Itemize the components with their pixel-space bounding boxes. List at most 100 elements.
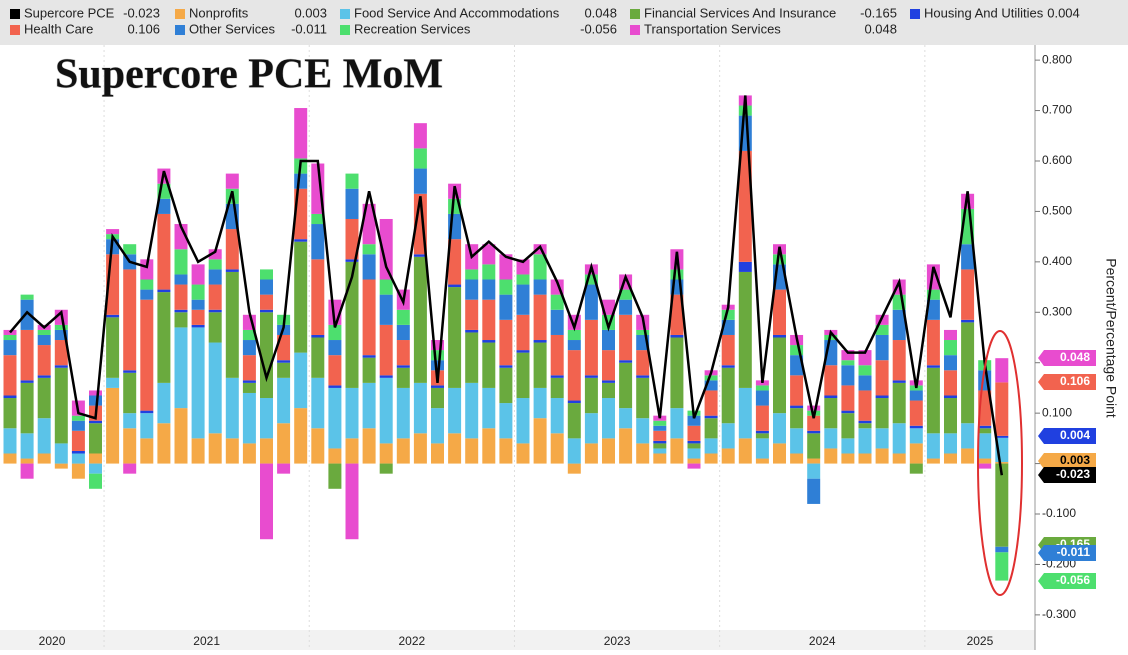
value-tag <box>1038 350 1096 366</box>
bar-segment <box>345 438 359 464</box>
bar-segment <box>995 435 1009 438</box>
bar-segment <box>584 274 598 285</box>
y-tick-label: 0.600 <box>1042 153 1072 167</box>
bar-segment <box>379 463 393 474</box>
bar-segment <box>413 123 427 149</box>
bar-segment <box>584 375 598 378</box>
bar-segment <box>54 443 68 464</box>
bar-segment <box>824 448 838 464</box>
bar-segment <box>379 324 393 376</box>
bar-segment <box>773 334 786 338</box>
bar-segment <box>37 334 51 346</box>
bar-segment <box>995 462 1009 464</box>
bar-segment <box>465 382 479 439</box>
bar-segment <box>396 340 410 366</box>
bar-segment <box>995 382 1009 436</box>
bar-segment <box>413 433 427 464</box>
bar-segment <box>533 279 547 295</box>
bar-segment <box>362 382 376 429</box>
bar-segment <box>37 375 51 378</box>
value-tag-label: 0.003 <box>1060 453 1090 467</box>
bar-segment <box>242 355 256 381</box>
bar-segment <box>140 279 154 290</box>
bar-segment <box>362 203 376 245</box>
bar-segment <box>550 294 564 310</box>
bar-segment <box>773 337 786 414</box>
bar-segment <box>567 340 581 351</box>
legend-value: 0.106 <box>127 21 160 36</box>
bar-segment <box>653 420 667 426</box>
bar-segment <box>106 387 120 464</box>
line-series <box>9 95 1004 476</box>
highlight-ellipse <box>977 330 1023 596</box>
bar-segment <box>260 309 273 313</box>
legend-label: Health Care <box>24 21 93 36</box>
bar-segment <box>3 398 17 429</box>
bar-segment <box>516 398 530 444</box>
bar-segment <box>892 340 906 381</box>
bar-segment <box>550 433 564 464</box>
bar-segment <box>89 453 102 464</box>
bar-segment <box>328 448 342 464</box>
bar-segment <box>499 403 513 439</box>
bar-segment <box>841 385 855 411</box>
bar-segment <box>191 299 205 310</box>
bar-segment <box>157 292 171 383</box>
bar-segment <box>379 375 393 378</box>
bar-segment <box>670 294 684 335</box>
bar-segment <box>619 360 633 363</box>
bar-segment <box>602 398 615 439</box>
bar-segment <box>636 329 650 335</box>
bar-segment <box>824 398 838 429</box>
bar-segment <box>687 448 701 459</box>
bar-segment <box>191 309 205 325</box>
bar-segment <box>755 390 769 406</box>
bar-segment <box>841 413 855 439</box>
bar-segment <box>431 443 444 464</box>
legend-label: Other Services <box>189 21 275 36</box>
bar-segment <box>54 367 68 444</box>
bar-segment <box>71 415 85 421</box>
bar-segment <box>533 342 547 388</box>
bar-segment <box>978 458 992 464</box>
bar-segment <box>738 261 752 272</box>
bar-segment <box>20 329 34 381</box>
bar-segment <box>345 463 359 540</box>
bar-segment <box>858 375 872 391</box>
bar-segment <box>858 420 872 424</box>
bar-segment <box>755 433 769 439</box>
bar-segment <box>465 438 479 464</box>
x-tick-label: 2023 <box>604 634 631 648</box>
bar-segment <box>755 385 769 391</box>
bar-segment <box>533 294 547 341</box>
bar-segment <box>944 433 957 454</box>
bar-segment <box>841 438 855 454</box>
bar-segment <box>875 428 889 449</box>
bar-segment <box>294 239 308 242</box>
bar-segment <box>584 413 598 444</box>
bar-segment <box>225 377 239 439</box>
bar-segment <box>926 299 940 320</box>
bar-segment <box>567 350 581 401</box>
bar-segment <box>687 440 701 444</box>
bar-segment <box>807 430 821 434</box>
bar-segment <box>584 443 598 464</box>
bar-segment <box>670 334 684 338</box>
bar-segment <box>807 415 821 431</box>
bar-segment <box>174 309 188 313</box>
bar-segment <box>242 340 256 356</box>
bar-segment <box>533 340 547 343</box>
y-tick-label: 0.500 <box>1042 204 1072 218</box>
bar-segment <box>311 334 325 338</box>
bar-segment <box>550 398 564 434</box>
bar-segment <box>174 408 188 464</box>
bar-segment <box>944 398 957 434</box>
bar-segment <box>584 319 598 376</box>
bar-segment <box>567 438 581 464</box>
bar-segment <box>909 443 923 464</box>
legend-value: -0.023 <box>123 5 160 20</box>
legend-swatch <box>910 9 920 19</box>
bar-segment <box>978 433 992 459</box>
bar-segment <box>277 360 291 363</box>
bar-segment <box>909 428 923 444</box>
